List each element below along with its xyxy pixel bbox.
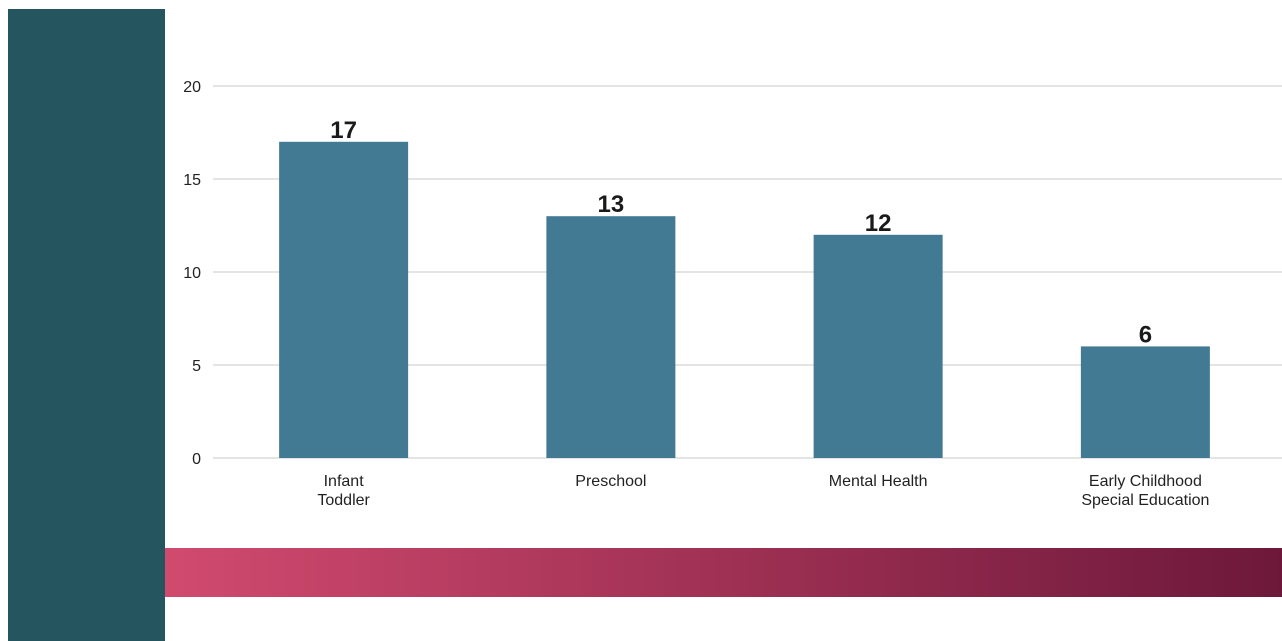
data-label: 12: [865, 210, 892, 237]
bars: [279, 141, 1210, 459]
data-label: 17: [330, 117, 357, 144]
bar-chart: 0 5 10 15 20 17 13 12 6 Infant Toddler Preschool M…: [183, 79, 1282, 509]
data-label: 13: [598, 191, 625, 218]
y-axis-tick-labels: 0 5 10 15 20: [183, 79, 201, 468]
y-tick-label: 10: [183, 265, 201, 282]
category-label: Mental Health: [829, 473, 928, 490]
bar: [279, 141, 409, 459]
y-tick-label: 0: [192, 451, 201, 468]
bar: [546, 216, 676, 458]
category-label: Infant: [324, 473, 365, 490]
category-label: Preschool: [575, 473, 646, 490]
y-tick-label: 5: [192, 358, 201, 375]
decorative-gradient-band: [165, 548, 1282, 597]
data-label: 6: [1139, 321, 1152, 348]
data-labels: 17 13 12 6: [330, 117, 1152, 349]
bar: [813, 234, 943, 458]
category-labels: Infant Toddler Preschool Mental Health Early…: [317, 473, 1209, 509]
category-label: Special Education: [1081, 492, 1209, 509]
side-panel: [8, 9, 165, 641]
bar: [1080, 346, 1210, 458]
category-label: Toddler: [317, 492, 370, 509]
y-tick-label: 20: [183, 79, 201, 96]
category-label: Early Childhood: [1089, 473, 1202, 490]
y-tick-label: 15: [183, 172, 201, 189]
